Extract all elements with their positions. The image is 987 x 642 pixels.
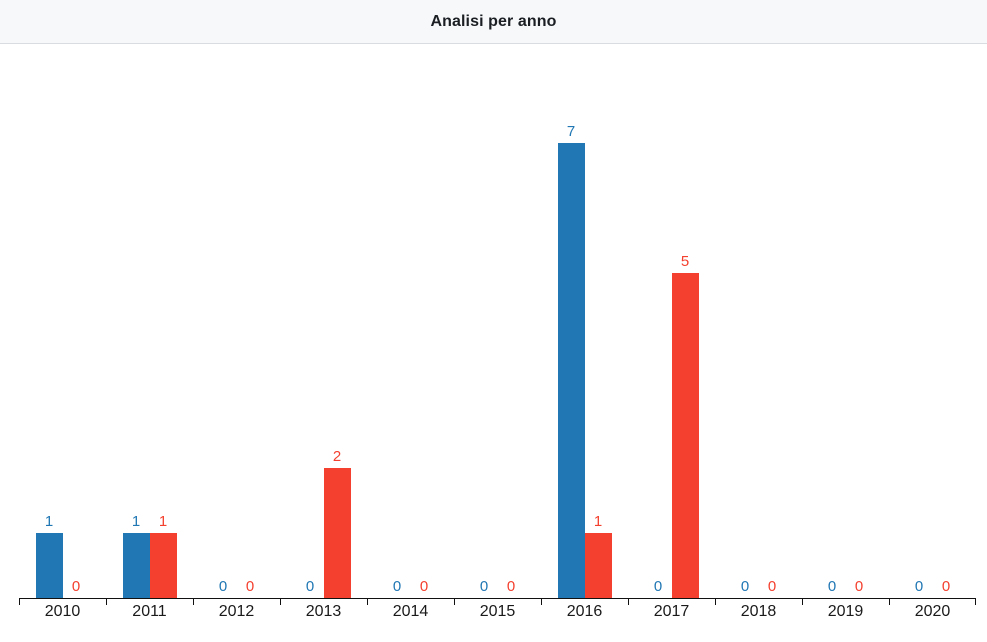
x-axis-tick	[454, 598, 455, 605]
bar-serie-blu-2016[interactable]	[557, 143, 585, 598]
x-axis-label-2012: 2012	[218, 603, 255, 620]
value-label-serie-blu-2016: 7	[566, 123, 576, 140]
value-label-serie-rossa-2020: 0	[941, 578, 951, 595]
x-axis-label-2013: 2013	[305, 603, 342, 620]
x-axis-label-2016: 2016	[566, 603, 603, 620]
x-axis-label-2019: 2019	[827, 603, 864, 620]
x-axis-tick	[280, 598, 281, 605]
bar-serie-rossa-2017[interactable]	[671, 273, 699, 598]
x-axis-label-2017: 2017	[653, 603, 690, 620]
x-axis-tick	[802, 598, 803, 605]
value-label-serie-blu-2010: 1	[44, 513, 54, 530]
x-axis-tick	[889, 598, 890, 605]
value-label-serie-rossa-2011: 1	[158, 513, 168, 530]
x-axis-label-2010: 2010	[44, 603, 81, 620]
value-label-serie-rossa-2018: 0	[767, 578, 777, 595]
value-label-serie-blu-2020: 0	[914, 578, 924, 595]
value-label-serie-rossa-2010: 0	[71, 578, 81, 595]
value-label-serie-rossa-2019: 0	[854, 578, 864, 595]
bar-serie-rossa-2016[interactable]	[584, 533, 612, 598]
value-label-serie-rossa-2012: 0	[245, 578, 255, 595]
x-axis-tick	[106, 598, 107, 605]
x-axis-label-2015: 2015	[479, 603, 516, 620]
x-axis-label-2020: 2020	[914, 603, 951, 620]
x-axis-label-2018: 2018	[740, 603, 777, 620]
x-axis-label-2014: 2014	[392, 603, 429, 620]
x-axis-tick	[367, 598, 368, 605]
value-label-serie-blu-2013: 0	[305, 578, 315, 595]
x-axis-label-2011: 2011	[132, 603, 167, 620]
chart-title: Analisi per anno	[430, 12, 557, 30]
value-label-serie-blu-2019: 0	[827, 578, 837, 595]
bar-serie-rossa-2011[interactable]	[149, 533, 177, 598]
x-axis-tick	[715, 598, 716, 605]
value-label-serie-blu-2015: 0	[479, 578, 489, 595]
value-label-serie-blu-2012: 0	[218, 578, 228, 595]
bar-serie-blu-2011[interactable]	[122, 533, 150, 598]
plot-area: 2010 1 0 2011 1 1 2012 0 0 2013 0 2 2014 0 0 2015 0 0 2016…	[19, 95, 976, 620]
value-label-serie-blu-2014: 0	[392, 578, 402, 595]
value-label-serie-rossa-2016: 1	[593, 513, 603, 530]
bar-serie-blu-2010[interactable]	[35, 533, 63, 598]
x-axis-tick	[628, 598, 629, 605]
x-axis-tick	[19, 598, 20, 605]
value-label-serie-rossa-2015: 0	[506, 578, 516, 595]
x-axis-tick	[975, 598, 976, 605]
bar-serie-rossa-2013[interactable]	[323, 468, 351, 598]
value-label-serie-rossa-2013: 2	[332, 448, 342, 465]
value-label-serie-rossa-2014: 0	[419, 578, 429, 595]
x-axis-tick	[193, 598, 194, 605]
chart-header: Analisi per anno	[0, 0, 987, 44]
value-label-serie-rossa-2017: 5	[680, 253, 690, 270]
value-label-serie-blu-2017: 0	[653, 578, 663, 595]
value-label-serie-blu-2018: 0	[740, 578, 750, 595]
value-label-serie-blu-2011: 1	[131, 513, 141, 530]
x-axis-tick	[541, 598, 542, 605]
chart-region: 2010 1 0 2011 1 1 2012 0 0 2013 0 2 2014 0 0 2015 0 0 2016…	[0, 44, 987, 642]
